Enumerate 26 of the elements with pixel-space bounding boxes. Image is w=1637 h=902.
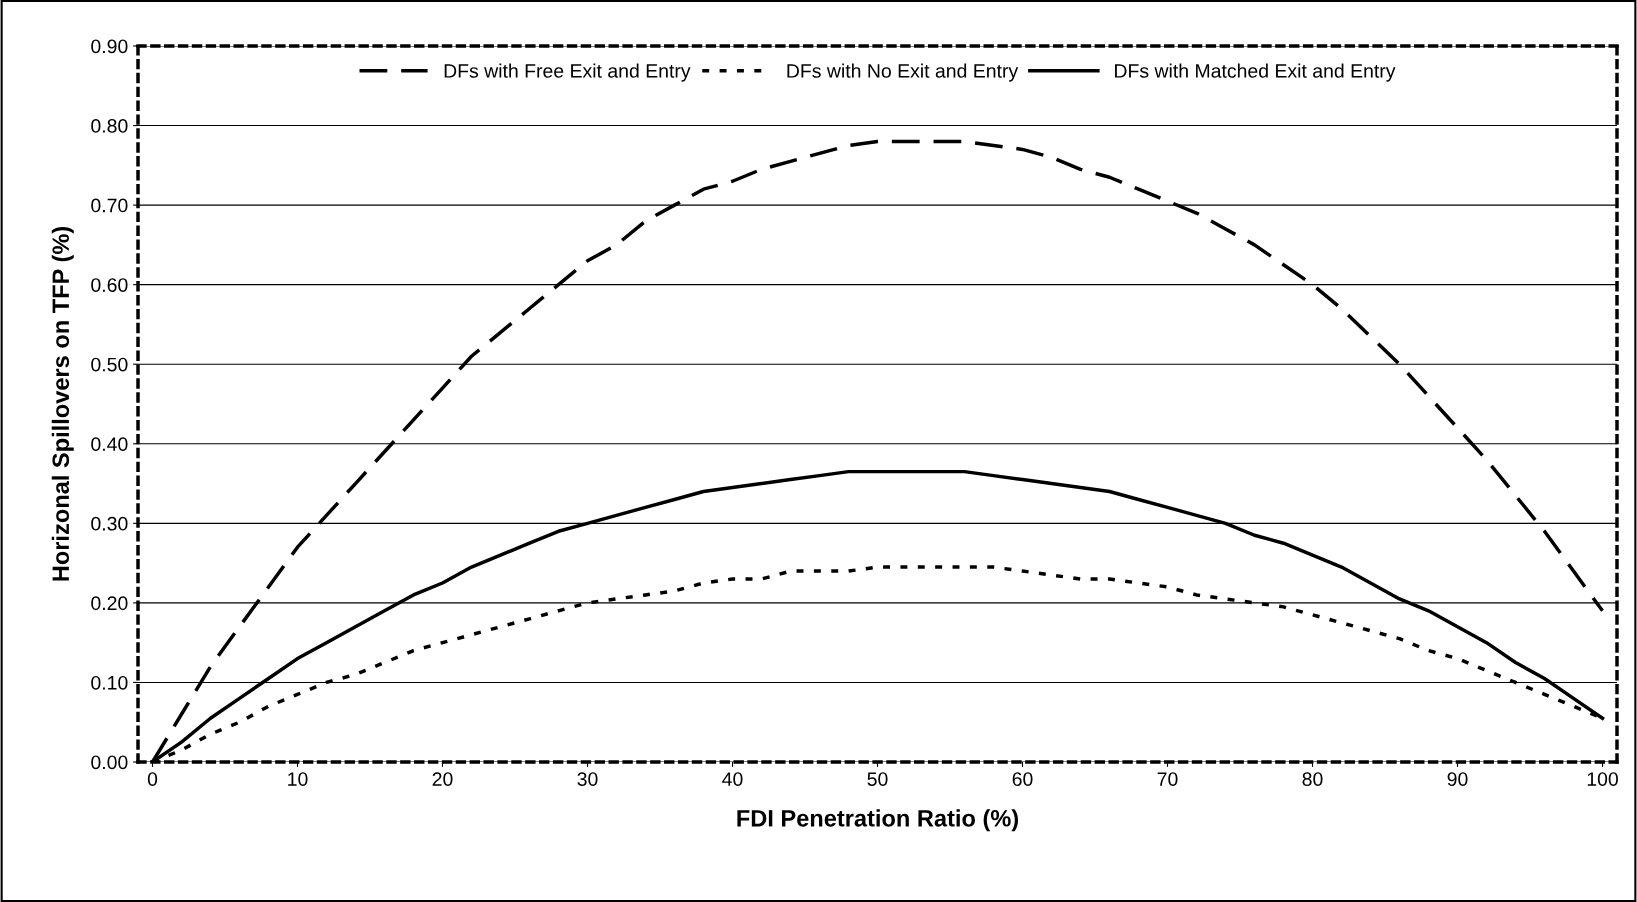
y-tick-label: 0.00: [91, 755, 128, 770]
x-tick-label: 0: [147, 772, 158, 786]
y-tick-label: 0.10: [91, 675, 128, 690]
y-tick-label: 0.70: [91, 198, 128, 213]
x-tick-label: 80: [1302, 772, 1323, 786]
y-tick-label: 0.30: [91, 516, 128, 531]
y-tick-label: 0.60: [91, 278, 128, 292]
x-tick-label: 60: [1012, 772, 1033, 786]
x-tick-label: 70: [1157, 772, 1178, 786]
x-tick-label: 90: [1447, 772, 1468, 786]
y-tick-label: 0.20: [91, 596, 128, 611]
legend-label: DFs with Free Exit and Entry: [444, 63, 691, 82]
y-tick-label: 0.50: [91, 357, 128, 372]
y-axis-title: Horizonal Spillovers on TFP (%): [51, 226, 74, 581]
y-tick-label: 0.40: [91, 437, 128, 452]
y-tick-label: 0.90: [91, 39, 128, 54]
x-tick-label: 20: [432, 772, 453, 786]
x-axis-title: FDI Penetration Ratio (%): [737, 809, 1019, 832]
legend-label: DFs with Matched Exit and Entry: [1115, 63, 1396, 82]
x-tick-label: 40: [722, 772, 743, 786]
x-tick-label: 100: [1587, 772, 1618, 786]
x-tick-label: 50: [867, 772, 888, 786]
x-tick-label: 30: [577, 772, 598, 786]
x-tick-label: 10: [288, 772, 308, 786]
legend-label: DFs with No Exit and Entry: [787, 63, 1019, 82]
y-tick-label: 0.80: [91, 119, 128, 133]
